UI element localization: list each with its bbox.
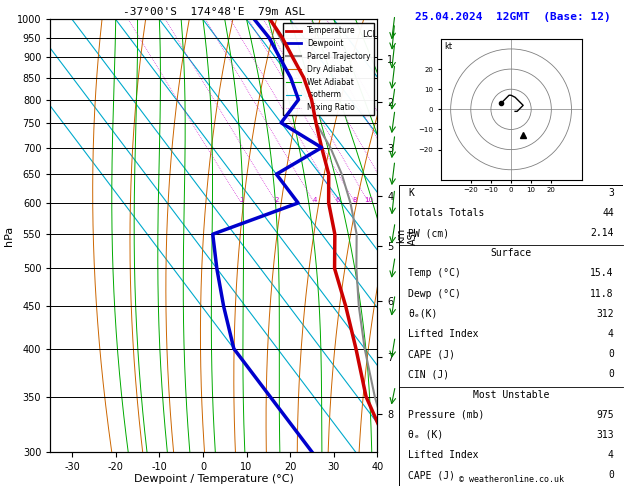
- Text: PW (cm): PW (cm): [408, 228, 450, 238]
- Text: 4: 4: [608, 329, 614, 339]
- Text: LCL: LCL: [362, 30, 377, 38]
- X-axis label: Dewpoint / Temperature (°C): Dewpoint / Temperature (°C): [134, 474, 294, 485]
- Text: θₑ (K): θₑ (K): [408, 430, 443, 440]
- Text: 44: 44: [602, 208, 614, 218]
- Text: 0: 0: [608, 349, 614, 359]
- Text: CAPE (J): CAPE (J): [408, 349, 455, 359]
- Text: 975: 975: [596, 410, 614, 420]
- Text: 6: 6: [336, 197, 340, 203]
- Text: Most Unstable: Most Unstable: [473, 390, 549, 399]
- Text: © weatheronline.co.uk: © weatheronline.co.uk: [459, 475, 564, 485]
- Text: Pressure (mb): Pressure (mb): [408, 410, 485, 420]
- Text: 10: 10: [364, 197, 374, 203]
- Text: 0: 0: [608, 369, 614, 380]
- Text: 3: 3: [608, 188, 614, 198]
- Y-axis label: hPa: hPa: [4, 226, 14, 246]
- Text: Totals Totals: Totals Totals: [408, 208, 485, 218]
- Text: 15.4: 15.4: [590, 268, 614, 278]
- Text: Surface: Surface: [491, 248, 532, 258]
- Text: 312: 312: [596, 309, 614, 319]
- Text: 313: 313: [596, 430, 614, 440]
- Text: 4: 4: [608, 450, 614, 460]
- Text: 11.8: 11.8: [590, 289, 614, 298]
- Text: kt: kt: [445, 42, 453, 51]
- Text: Lifted Index: Lifted Index: [408, 329, 479, 339]
- Text: K: K: [408, 188, 415, 198]
- Text: 25.04.2024  12GMT  (Base: 12): 25.04.2024 12GMT (Base: 12): [415, 12, 611, 22]
- Text: CIN (J): CIN (J): [408, 369, 450, 380]
- Text: θₑ(K): θₑ(K): [408, 309, 438, 319]
- Text: 1: 1: [239, 197, 243, 203]
- Text: Temp (°C): Temp (°C): [408, 268, 461, 278]
- Text: Lifted Index: Lifted Index: [408, 450, 479, 460]
- Text: CAPE (J): CAPE (J): [408, 470, 455, 480]
- Text: 0: 0: [608, 470, 614, 480]
- Text: Dewp (°C): Dewp (°C): [408, 289, 461, 298]
- Y-axis label: km
ASL: km ASL: [396, 226, 418, 245]
- Title: -37°00'S  174°48'E  79m ASL: -37°00'S 174°48'E 79m ASL: [123, 7, 305, 17]
- Text: 4: 4: [312, 197, 316, 203]
- Legend: Temperature, Dewpoint, Parcel Trajectory, Dry Adiabat, Wet Adiabat, Isotherm, Mi: Temperature, Dewpoint, Parcel Trajectory…: [282, 23, 374, 115]
- Text: 2.14: 2.14: [590, 228, 614, 238]
- Text: 2: 2: [274, 197, 279, 203]
- Text: 8: 8: [353, 197, 357, 203]
